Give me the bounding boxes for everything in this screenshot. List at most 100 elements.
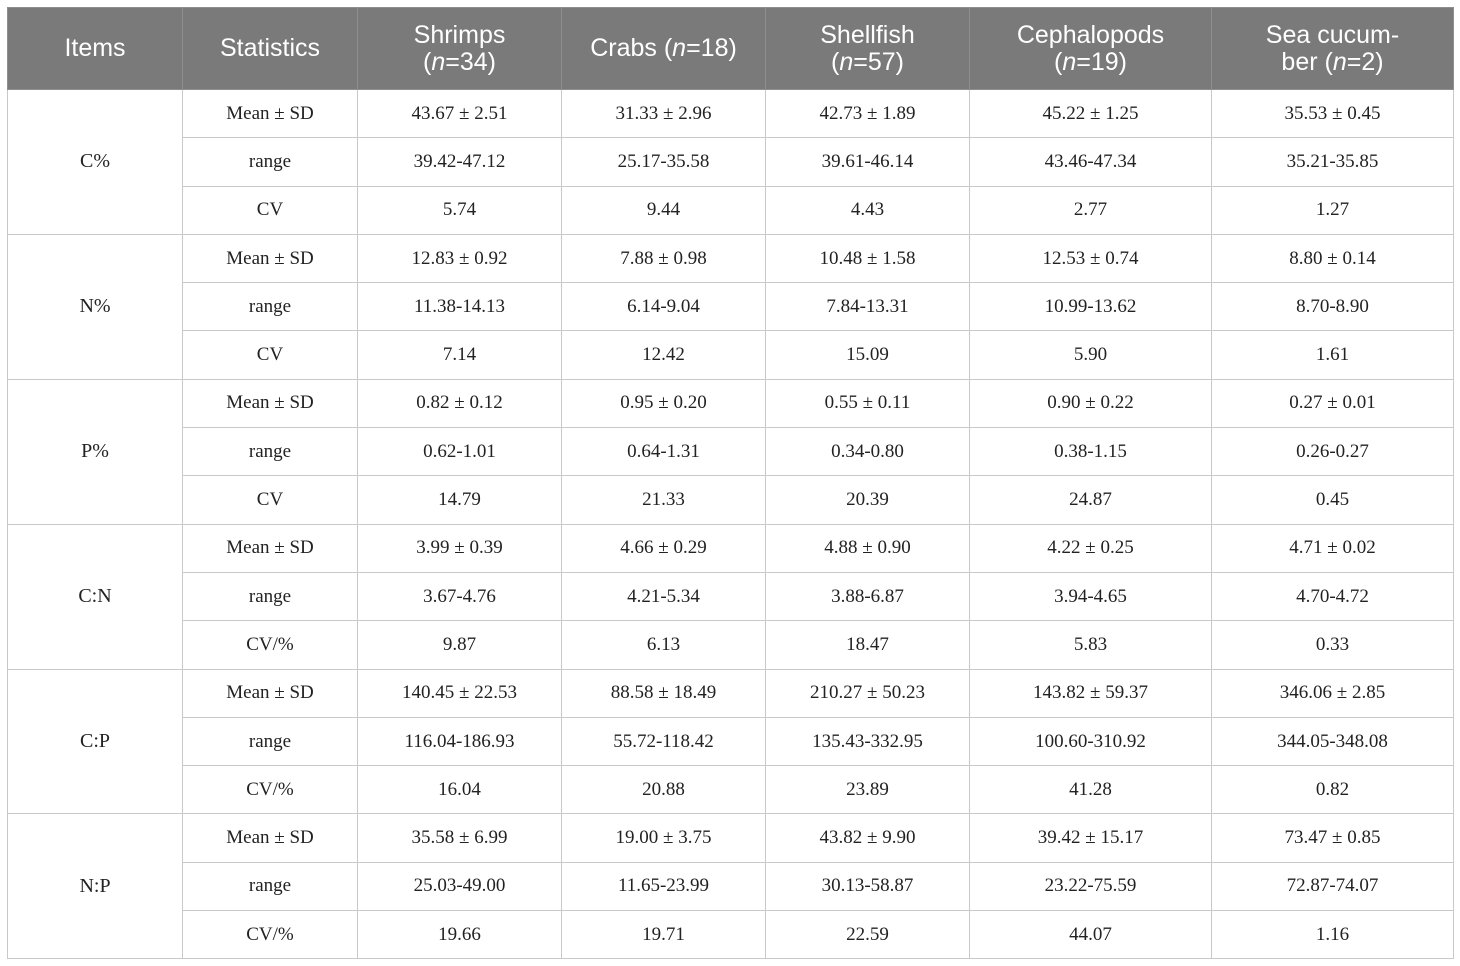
- statistic-label-cell: CV/%: [182, 910, 358, 960]
- header-cephalopods: Cephalopods (n=19): [969, 7, 1212, 90]
- table-row: P% Mean ± SD 0.82 ± 0.12 0.95 ± 0.20 0.55 ± …: [7, 378, 1454, 525]
- value-cell: 9.87: [357, 620, 562, 670]
- value-cell: 31.33 ± 2.96: [561, 88, 766, 139]
- statistic-label-cell: range: [182, 716, 358, 767]
- value-cell: 346.06 ± 2.85: [1211, 668, 1454, 718]
- value-cell: 0.26-0.27: [1211, 427, 1454, 477]
- paren-close: ): [487, 47, 496, 76]
- n-label: n: [839, 47, 854, 76]
- value-cell: 19.00 ± 3.75: [561, 813, 766, 863]
- table-row: C:N Mean ± SD 3.99 ± 0.39 4.66 ± 0.29 4.88 ±…: [7, 523, 1454, 670]
- value-cell: 18.47: [765, 620, 970, 670]
- header-sea-cucumber-label: Sea cucum-: [1265, 20, 1400, 49]
- value-cell: 2.77: [969, 185, 1212, 235]
- value-cell: 0.27 ± 0.01: [1211, 378, 1454, 429]
- value-cell: 1.16: [1211, 910, 1454, 960]
- value-cell: 140.45 ± 22.53: [357, 668, 562, 718]
- value-cell: 12.53 ± 0.74: [969, 233, 1212, 284]
- value-cell: 11.65-23.99: [561, 861, 766, 912]
- header-crabs: Crabs (n=18): [561, 7, 766, 90]
- value-cell: 25.03-49.00: [357, 861, 562, 912]
- value-cell: 15.09: [765, 330, 970, 380]
- table-row: range 25.03-49.00 11.65-23.99 30.13-58.87 23…: [8, 861, 1454, 912]
- value-cell: 30.13-58.87: [765, 861, 970, 912]
- value-cell: 42.73 ± 1.89: [765, 88, 970, 139]
- value-cell: 39.42-47.12: [357, 137, 562, 187]
- value-cell: 0.34-0.80: [765, 427, 970, 477]
- value-cell: 5.74: [357, 185, 562, 235]
- value-cell: 4.66 ± 0.29: [561, 523, 766, 573]
- value-cell: 35.58 ± 6.99: [357, 813, 562, 863]
- statistic-label-cell: range: [182, 427, 358, 477]
- item-cell: N%: [7, 233, 183, 380]
- table-body: C% Mean ± SD 43.67 ± 2.51 31.33 ± 2.96 42.73…: [7, 88, 1454, 960]
- value-cell: 43.82 ± 9.90: [765, 813, 970, 863]
- n-label: n: [1332, 47, 1347, 76]
- table-row: CV 14.79 21.33 20.39 24.87 0.45: [8, 475, 1454, 525]
- table-row: range 3.67-4.76 4.21-5.34 3.88-6.87 3.94-4.6…: [8, 571, 1454, 622]
- value-cell: 0.95 ± 0.20: [561, 378, 766, 429]
- value-cell: 6.13: [561, 620, 766, 670]
- value-cell: 0.90 ± 0.22: [969, 378, 1212, 429]
- value-cell: 1.27: [1211, 185, 1454, 235]
- value-cell: 5.83: [969, 620, 1212, 670]
- value-cell: 39.61-46.14: [765, 137, 970, 187]
- value-cell: 45.22 ± 1.25: [969, 88, 1212, 139]
- value-cell: 4.71 ± 0.02: [1211, 523, 1454, 573]
- table-row: range 39.42-47.12 25.17-35.58 39.61-46.14 43…: [8, 137, 1454, 187]
- value-cell: 73.47 ± 0.85: [1211, 813, 1454, 863]
- value-cell: 100.60-310.92: [969, 716, 1212, 767]
- value-cell: 9.44: [561, 185, 766, 235]
- value-cell: 4.88 ± 0.90: [765, 523, 970, 573]
- statistic-label-cell: range: [182, 137, 358, 187]
- statistic-label-cell: CV/%: [182, 765, 358, 815]
- header-sea-cucumber-n: 2: [1361, 47, 1376, 76]
- statistic-label-cell: range: [182, 571, 358, 622]
- n-equals: =: [853, 47, 868, 76]
- header-shrimps: Shrimps (n=34): [357, 7, 562, 90]
- value-cell: 3.88-6.87: [765, 571, 970, 622]
- table-row: range 0.62-1.01 0.64-1.31 0.34-0.80 0.38-1.1…: [8, 427, 1454, 477]
- value-cell: 20.88: [561, 765, 766, 815]
- value-cell: 0.82: [1211, 765, 1454, 815]
- statistic-label-cell: Mean ± SD: [182, 88, 358, 139]
- value-cell: 4.70-4.72: [1211, 571, 1454, 622]
- n-label: n: [672, 34, 687, 62]
- value-cell: 116.04-186.93: [357, 716, 562, 767]
- table-row: N:P Mean ± SD 35.58 ± 6.99 19.00 ± 3.75 43.8…: [7, 813, 1454, 960]
- statistic-label-cell: CV: [182, 185, 358, 235]
- header-row: Items Statistics Shrimps (n=34) Crabs (n=…: [7, 7, 1454, 90]
- value-cell: 3.94-4.65: [969, 571, 1212, 622]
- n-label: n: [431, 47, 446, 76]
- statistic-label-cell: Mean ± SD: [182, 813, 358, 863]
- table-row: CV/% 19.66 19.71 22.59 44.07 1.16: [8, 910, 1454, 960]
- value-cell: 5.90: [969, 330, 1212, 380]
- value-cell: 24.87: [969, 475, 1212, 525]
- header-items: Items: [7, 7, 183, 90]
- value-cell: 135.43-332.95: [765, 716, 970, 767]
- statistic-label-cell: range: [182, 861, 358, 912]
- statistic-label-cell: CV: [182, 475, 358, 525]
- value-cell: 12.83 ± 0.92: [357, 233, 562, 284]
- value-cell: 4.22 ± 0.25: [969, 523, 1212, 573]
- value-cell: 11.38-14.13: [357, 282, 562, 332]
- item-cell: C%: [7, 89, 183, 235]
- value-cell: 4.21-5.34: [561, 571, 766, 622]
- value-cell: 43.46-47.34: [969, 137, 1212, 187]
- value-cell: 0.62-1.01: [357, 427, 562, 477]
- header-statistics: Statistics: [182, 7, 358, 90]
- value-cell: 21.33: [561, 475, 766, 525]
- header-sea-cucumber: Sea cucum-ber (n=2): [1211, 7, 1454, 90]
- header-cephalopods-label: Cephalopods: [1016, 20, 1165, 49]
- value-cell: 10.48 ± 1.58: [765, 233, 970, 284]
- value-cell: 8.80 ± 0.14: [1211, 233, 1454, 284]
- value-cell: 19.71: [561, 910, 766, 960]
- statistic-label-cell: Mean ± SD: [182, 523, 358, 573]
- value-cell: 19.66: [357, 910, 562, 960]
- value-cell: 55.72-118.42: [561, 716, 766, 767]
- item-cell: C:N: [7, 523, 183, 670]
- statistics-table: Items Statistics Shrimps (n=34) Crabs (n=…: [7, 7, 1454, 960]
- header-items-label: Items: [64, 34, 126, 62]
- value-cell: 23.89: [765, 765, 970, 815]
- value-cell: 344.05-348.08: [1211, 716, 1454, 767]
